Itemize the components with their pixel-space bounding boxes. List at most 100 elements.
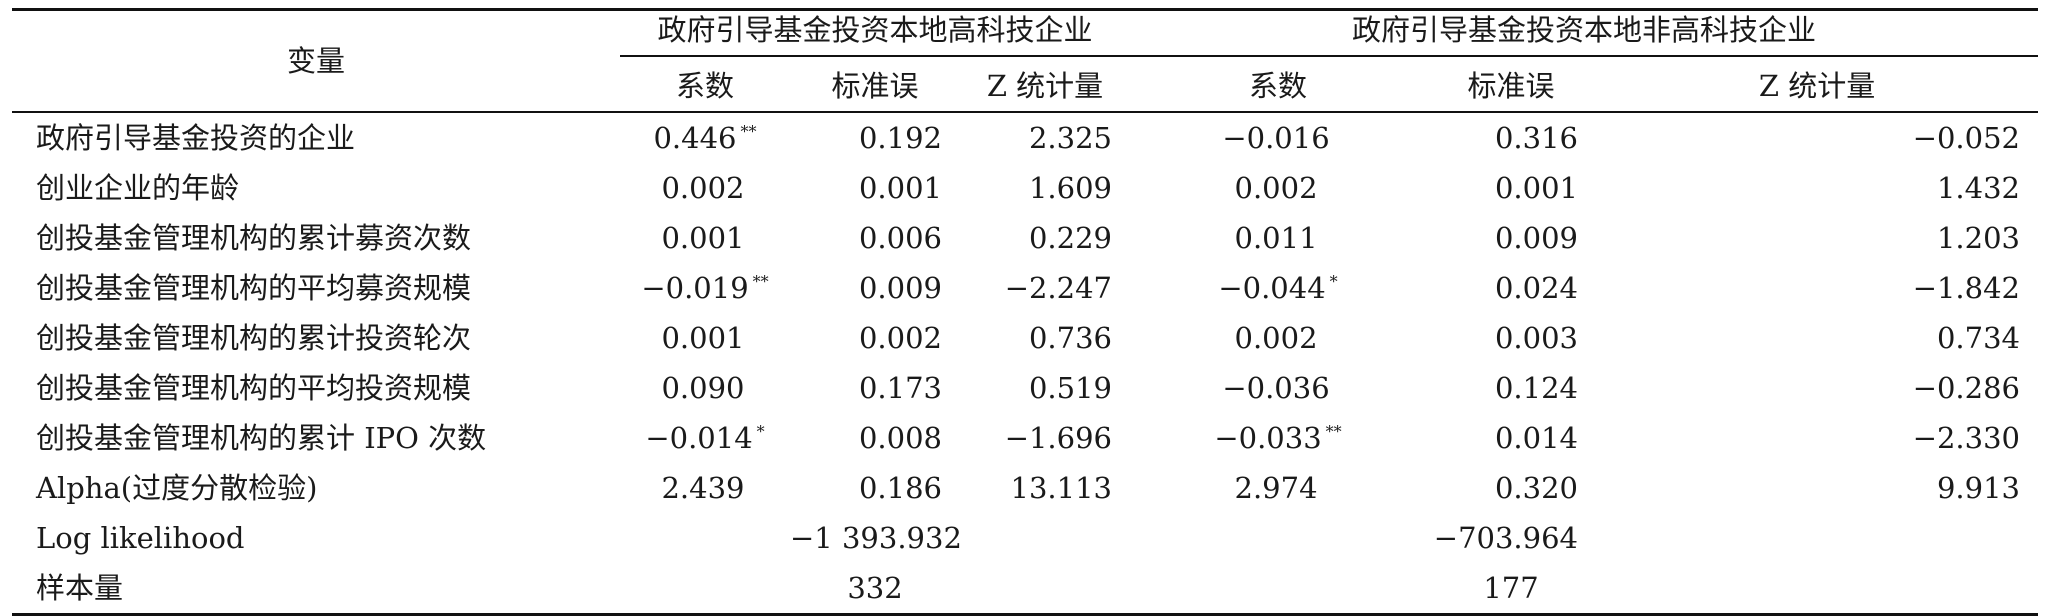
- g1-z-cell: 0.229: [1028, 220, 1113, 255]
- g2-coef-value: 0.002: [1234, 170, 1318, 205]
- g1-coef-cell: 0.001: [620, 313, 790, 363]
- g1-coef-header: 系数: [620, 61, 790, 113]
- table-row: 政府引导基金投资的企业 0.446 ** 0.192 2.325 −0.016 0…: [12, 112, 2038, 163]
- g2-z-cell: −0.286: [1912, 370, 2021, 405]
- g1-loglik-value: −1 393.932: [790, 520, 962, 555]
- g2-sig-mark: **: [1325, 421, 1342, 441]
- g2-se-cell: 0.320: [1494, 470, 1579, 505]
- g2-coef-value: −0.036: [1222, 370, 1330, 405]
- g2-coef-value: 0.002: [1234, 320, 1318, 355]
- group1-header-label: 政府引导基金投资本地高科技企业: [620, 15, 1131, 57]
- g1-z-cell: 0.736: [1028, 320, 1113, 355]
- g2-loglik-value: −703.964: [1433, 520, 1579, 555]
- g1-sample-size-value: 332: [790, 563, 960, 616]
- regression-results-table: 变量 政府引导基金投资本地高科技企业 政府引导基金投资本地非高科技企业 系数 标…: [12, 8, 2039, 616]
- results-table-container: 变量 政府引导基金投资本地高科技企业 政府引导基金投资本地非高科技企业 系数 标…: [12, 8, 2039, 616]
- g2-z-cell: 1.432: [1936, 170, 2021, 205]
- g2-se-cell: 0.001: [1494, 170, 1579, 205]
- g1-se-cell: 0.008: [858, 420, 942, 455]
- g2-se-cell: 0.003: [1494, 320, 1579, 355]
- g2-coef-cell: −0.036: [1130, 363, 1426, 413]
- g2-se-cell: 0.024: [1494, 270, 1579, 305]
- g1-sig-mark: *: [756, 421, 765, 441]
- g1-coef-cell: 0.090: [620, 363, 790, 413]
- g1-coef-value: −0.019: [641, 270, 749, 305]
- g1-coef-value: 0.001: [661, 220, 745, 255]
- row-label: 创投基金管理机构的累计募资次数: [36, 220, 472, 255]
- row-label: 创业企业的年龄: [36, 170, 240, 205]
- g2-coef-cell: −0.044 *: [1130, 263, 1426, 313]
- g2-coef-value: −0.016: [1222, 120, 1330, 155]
- g2-se-cell: 0.014: [1494, 420, 1579, 455]
- g1-coef-value: 0.001: [661, 320, 745, 355]
- header-row-subcols: 系数 标准误 Z 统计量 系数 标准误 Z 统计量: [12, 61, 2039, 113]
- g2-coef-cell: 2.974: [1130, 463, 1426, 513]
- g2-z-cell: −0.052: [1912, 120, 2021, 155]
- row-label: 创投基金管理机构的平均募资规模: [36, 270, 472, 305]
- sample-size-row: 样本量 332 177: [12, 563, 2039, 616]
- g1-z-cell: 13.113: [1010, 470, 1113, 505]
- row-label: 创投基金管理机构的累计投资轮次: [36, 320, 472, 355]
- g1-z-cell: 1.609: [1028, 170, 1113, 205]
- g2-z-cell: 1.203: [1936, 220, 2021, 255]
- g1-z-cell: −2.247: [1004, 270, 1113, 305]
- g1-z-cell: 0.519: [1028, 370, 1113, 405]
- g1-sig-mark: **: [752, 271, 769, 291]
- g1-se-cell: 0.009: [858, 270, 942, 305]
- g2-coef-header: 系数: [1130, 61, 1427, 113]
- g2-z-cell: −1.842: [1912, 270, 2021, 305]
- g1-coef-value: 0.002: [661, 170, 745, 205]
- g2-se-header: 标准误: [1426, 61, 1597, 113]
- table-row: 创业企业的年龄 0.002 0.001 1.609 0.002 0.001 1.…: [12, 163, 2038, 213]
- g2-z-cell: 0.734: [1936, 320, 2021, 355]
- g1-se-cell: 0.186: [858, 470, 942, 505]
- table-row: 创投基金管理机构的平均募资规模 −0.019 ** 0.009 −2.247 −0…: [12, 263, 2038, 313]
- g2-sig-mark: *: [1329, 271, 1338, 291]
- g2-se-cell: 0.009: [1494, 220, 1579, 255]
- g2-coef-cell: 0.002: [1130, 313, 1426, 363]
- g1-coef-value: 2.439: [661, 470, 745, 505]
- g2-coef-value: −0.044: [1218, 270, 1326, 305]
- g1-coef-value: −0.014: [645, 420, 753, 455]
- group2-header-label: 政府引导基金投资本地非高科技企业: [1130, 15, 2039, 57]
- table-row: 创投基金管理机构的平均投资规模 0.090 0.173 0.519 −0.036…: [12, 363, 2038, 413]
- g1-coef-cell: −0.014 *: [620, 413, 790, 463]
- g1-se-cell: 0.002: [858, 320, 942, 355]
- g2-se-cell: 0.124: [1494, 370, 1579, 405]
- g2-coef-value: −0.033: [1214, 420, 1322, 455]
- g2-z-header: Z 统计量: [1596, 61, 2039, 113]
- g1-z-header: Z 统计量: [960, 61, 1131, 113]
- g1-se-cell: 0.173: [858, 370, 942, 405]
- table-row: Alpha(过度分散检验) 2.439 0.186 13.113 2.974 0…: [12, 463, 2038, 513]
- g2-se-cell: 0.316: [1494, 120, 1579, 155]
- sample-size-label: 样本量: [12, 563, 620, 616]
- g2-coef-cell: 0.002: [1130, 163, 1426, 213]
- g1-sig-mark: **: [740, 121, 757, 141]
- row-label: 创投基金管理机构的平均投资规模: [36, 370, 472, 405]
- g1-z-cell: −1.696: [1004, 420, 1113, 455]
- g2-coef-cell: 0.011: [1130, 213, 1426, 263]
- g1-coef-value: 0.446: [653, 120, 737, 155]
- g1-z-cell: 2.325: [1028, 120, 1113, 155]
- g1-se-header: 标准误: [790, 61, 960, 113]
- row-label: 政府引导基金投资的企业: [36, 120, 356, 155]
- g2-coef-value: 0.011: [1234, 220, 1318, 255]
- g1-coef-cell: 0.001: [620, 213, 790, 263]
- g1-coef-cell: 2.439: [620, 463, 790, 513]
- g1-coef-value: 0.090: [661, 370, 745, 405]
- g1-se-cell: 0.006: [858, 220, 942, 255]
- row-label: 创投基金管理机构的累计 IPO 次数: [36, 420, 487, 455]
- variable-header: 变量: [12, 8, 620, 113]
- header-row-groups: 变量 政府引导基金投资本地高科技企业 政府引导基金投资本地非高科技企业: [12, 8, 2039, 113]
- g2-z-cell: −2.330: [1912, 420, 2021, 455]
- g1-se-cell: 0.001: [858, 170, 942, 205]
- group2-header: 政府引导基金投资本地非高科技企业: [1130, 8, 2039, 61]
- g1-se-cell: 0.192: [858, 120, 942, 155]
- g2-coef-value: 2.974: [1234, 470, 1318, 505]
- g2-z-cell: 9.913: [1936, 470, 2021, 505]
- table-row: 创投基金管理机构的累计 IPO 次数 −0.014 * 0.008 −1.696 …: [12, 413, 2038, 463]
- g2-sample-size-value: 177: [1426, 563, 1597, 616]
- g1-coef-cell: 0.002: [620, 163, 790, 213]
- g2-coef-cell: −0.016: [1130, 112, 1426, 163]
- row-label: Alpha(过度分散检验): [36, 470, 318, 505]
